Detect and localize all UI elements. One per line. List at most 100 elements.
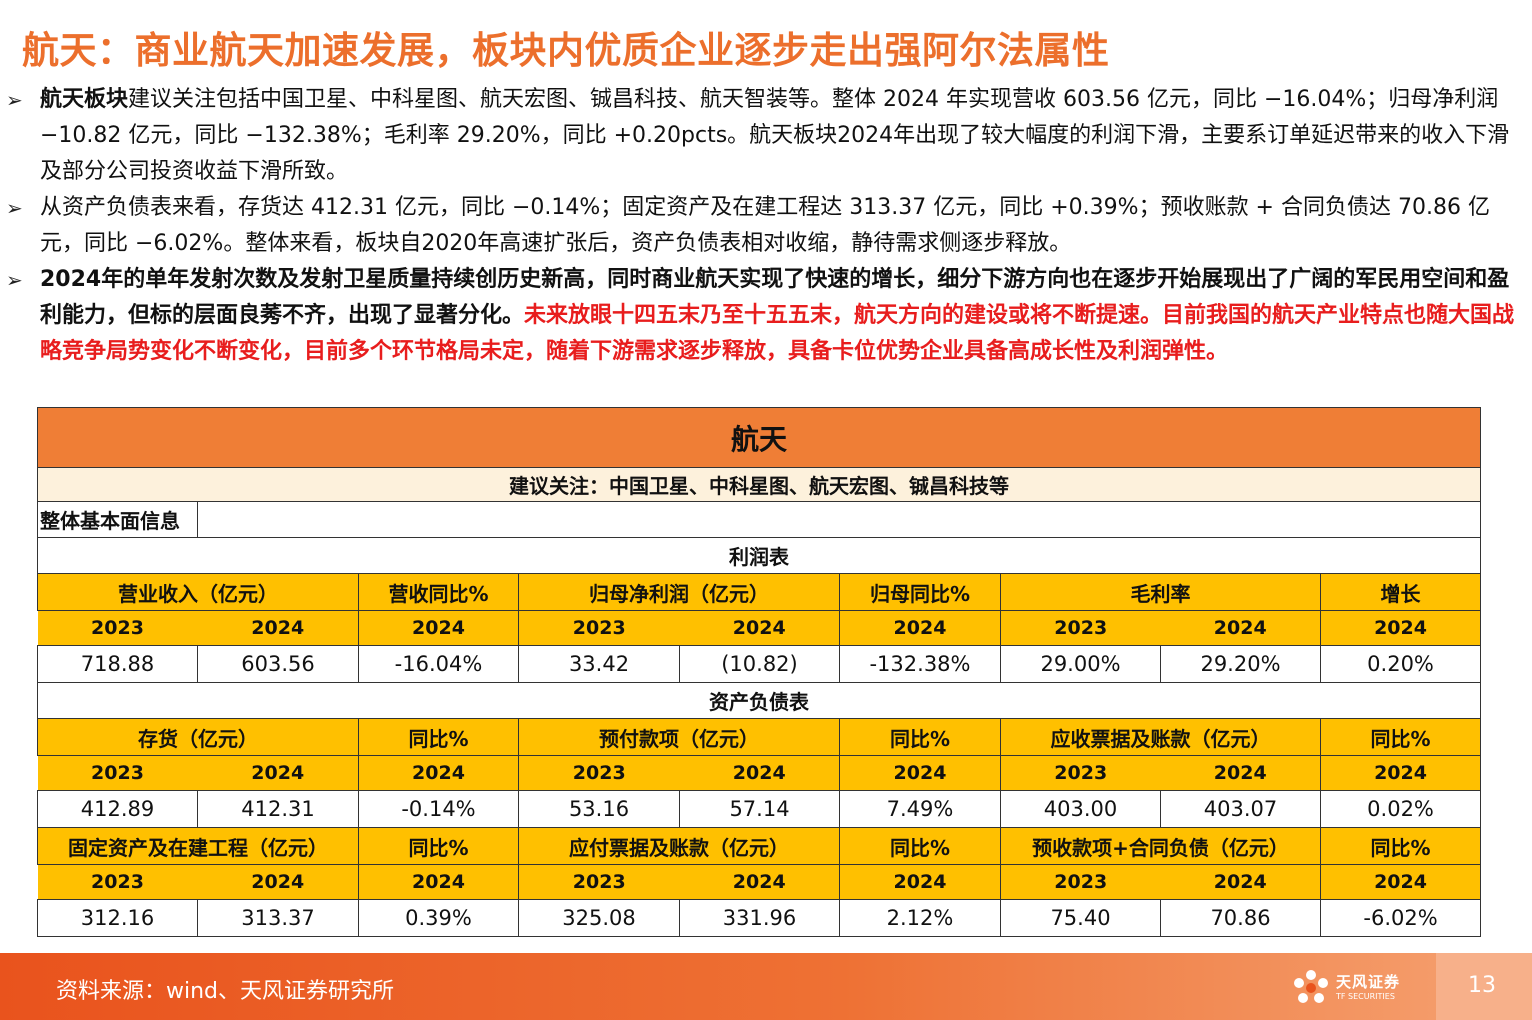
value-cell: 33.42	[518, 645, 680, 683]
year-cell: 2023	[1000, 755, 1161, 791]
year-cell: 2023	[518, 755, 680, 791]
footer-bar: 资料来源：wind、天风证券研究所 天风证券 TF SECURITIES 13	[0, 953, 1532, 1020]
header-advances: 预收款项+合同负债（亿元）	[1000, 827, 1321, 865]
value-cell: -0.14%	[358, 790, 519, 828]
bullet-item: ➢ 航天板块建议关注包括中国卫星、中科星图、航天宏图、铖昌科技、航天智装等。整体 …	[6, 82, 1528, 190]
arrow-bullet-icon: ➢	[6, 196, 23, 220]
year-cell: 2023	[37, 864, 198, 900]
table-row: 718.88 603.56 -16.04% 33.42 (10.82) -132…	[37, 645, 1482, 683]
year-cell: 2024	[197, 610, 359, 646]
header-payables-yoy: 同比%	[839, 827, 1001, 865]
year-cell: 2024	[358, 610, 519, 646]
year-cell: 2024	[1160, 864, 1321, 900]
year-cell: 2024	[1319, 864, 1482, 900]
header-fixed-assets: 固定资产及在建工程（亿元）	[37, 827, 359, 865]
year-cell: 2024	[679, 755, 840, 791]
year-cell: 2023	[37, 610, 198, 646]
header-prepayments: 预付款项（亿元）	[518, 718, 840, 756]
value-cell: 53.16	[518, 790, 680, 828]
value-cell: 403.07	[1160, 790, 1321, 828]
value-cell: 29.20%	[1160, 645, 1321, 683]
year-cell: 2024	[1160, 755, 1321, 791]
header-net-profit-yoy: 归母同比%	[839, 573, 1001, 611]
table-subtitle: 建议关注：中国卫星、中科星图、航天宏图、铖昌科技等	[36, 467, 1482, 502]
year-cell: 2024	[197, 864, 359, 900]
bullet-text: 从资产负债表来看，存货达 412.31 亿元，同比 −0.14%；固定资产及在建…	[40, 195, 1490, 256]
header-receivables-yoy: 同比%	[1319, 718, 1482, 756]
arrow-bullet-icon: ➢	[6, 88, 23, 112]
header-net-profit: 归母净利润（亿元）	[518, 573, 840, 611]
page-number: 13	[1468, 973, 1496, 998]
value-cell: -6.02%	[1319, 899, 1482, 937]
bullet-item: ➢ 2024年的单年发射次数及发射卫星质量持续创历史新高，同时商业航天实现了快速的…	[6, 262, 1528, 370]
year-cell: 2024	[197, 755, 359, 791]
info-label: 整体基本面信息	[37, 501, 198, 538]
header-revenue: 营业收入（亿元）	[37, 573, 359, 611]
value-cell: 403.00	[1000, 790, 1161, 828]
value-cell: 313.37	[197, 899, 359, 937]
bullet-text: 建议关注包括中国卫星、中科星图、航天宏图、铖昌科技、航天智装等。整体 2024 …	[40, 87, 1510, 184]
header-inventory-yoy: 同比%	[358, 718, 519, 756]
table-row: 312.16 313.37 0.39% 325.08 331.96 2.12% …	[37, 899, 1482, 937]
year-cell: 2024	[1319, 610, 1482, 646]
income-section-label: 利润表	[36, 537, 1482, 574]
bullet-text: 2024年的单年发射次数及发射卫星质量持续创历史新高，同时商业航天实现了快速的增…	[40, 267, 1510, 328]
year-cell: 2023	[518, 864, 680, 900]
value-cell: 70.86	[1160, 899, 1321, 937]
header-revenue-yoy: 营收同比%	[358, 573, 519, 611]
year-cell: 2023	[1000, 610, 1161, 646]
value-cell: 7.49%	[839, 790, 1001, 828]
header-payables: 应付票据及账款（亿元）	[518, 827, 840, 865]
year-cell: 2024	[839, 610, 1001, 646]
value-cell: 412.89	[37, 790, 198, 828]
value-cell: -16.04%	[358, 645, 519, 683]
bullet-list: ➢ 航天板块建议关注包括中国卫星、中科星图、航天宏图、铖昌科技、航天智装等。整体 …	[6, 82, 1528, 370]
value-cell: 412.31	[197, 790, 359, 828]
value-cell: -132.38%	[839, 645, 1001, 683]
value-cell: (10.82)	[679, 645, 840, 683]
year-cell: 2023	[1000, 864, 1161, 900]
header-receivables: 应收票据及账款（亿元）	[1000, 718, 1321, 756]
year-cell: 2023	[518, 610, 680, 646]
header-fixed-assets-yoy: 同比%	[358, 827, 519, 865]
value-cell: 2.12%	[839, 899, 1001, 937]
value-cell: 0.20%	[1319, 645, 1482, 683]
page-title: 航天：商业航天加速发展，板块内优质企业逐步走出强阿尔法属性	[22, 29, 1110, 72]
value-cell: 75.40	[1000, 899, 1161, 937]
flower-logo-icon	[1294, 970, 1328, 1003]
year-cell: 2024	[358, 755, 519, 791]
value-cell: 603.56	[197, 645, 359, 683]
year-cell: 2024	[679, 610, 840, 646]
value-cell: 331.96	[679, 899, 840, 937]
header-inventory: 存货（亿元）	[37, 718, 359, 756]
info-empty-cell	[196, 501, 1482, 538]
balance-section-label: 资产负债表	[36, 682, 1482, 719]
company-logo: 天风证券 TF SECURITIES	[1290, 967, 1420, 1009]
value-cell: 29.00%	[1000, 645, 1161, 683]
page-number-box	[1436, 953, 1532, 1020]
year-cell: 2024	[1319, 755, 1482, 791]
header-prepayments-yoy: 同比%	[839, 718, 1001, 756]
logo-text-en: TF SECURITIES	[1336, 992, 1395, 1001]
bullet-lead: 航天板块	[40, 87, 129, 112]
value-cell: 312.16	[37, 899, 198, 937]
year-cell: 2024	[839, 755, 1001, 791]
bullet-item: ➢ 从资产负债表来看，存货达 412.31 亿元，同比 −0.14%；固定资产及在…	[6, 190, 1528, 262]
year-cell: 2024	[358, 864, 519, 900]
value-cell: 325.08	[518, 899, 680, 937]
year-cell: 2024	[1160, 610, 1321, 646]
financial-table: 航天 建议关注：中国卫星、中科星图、航天宏图、铖昌科技等 整体基本面信息 利润表…	[36, 407, 1482, 937]
header-advances-yoy: 同比%	[1319, 827, 1482, 865]
logo-text-cn: 天风证券	[1336, 973, 1401, 991]
year-cell: 2023	[37, 755, 198, 791]
header-gross-margin: 毛利率	[1000, 573, 1321, 611]
footer-source: 资料来源：wind、天风证券研究所	[56, 979, 395, 1004]
value-cell: 718.88	[37, 645, 198, 683]
value-cell: 57.14	[679, 790, 840, 828]
year-cell: 2024	[839, 864, 1001, 900]
arrow-bullet-icon: ➢	[6, 268, 23, 292]
year-cell: 2024	[679, 864, 840, 900]
value-cell: 0.39%	[358, 899, 519, 937]
table-title: 航天	[36, 407, 1482, 468]
table-row: 412.89 412.31 -0.14% 53.16 57.14 7.49% 4…	[37, 790, 1482, 828]
